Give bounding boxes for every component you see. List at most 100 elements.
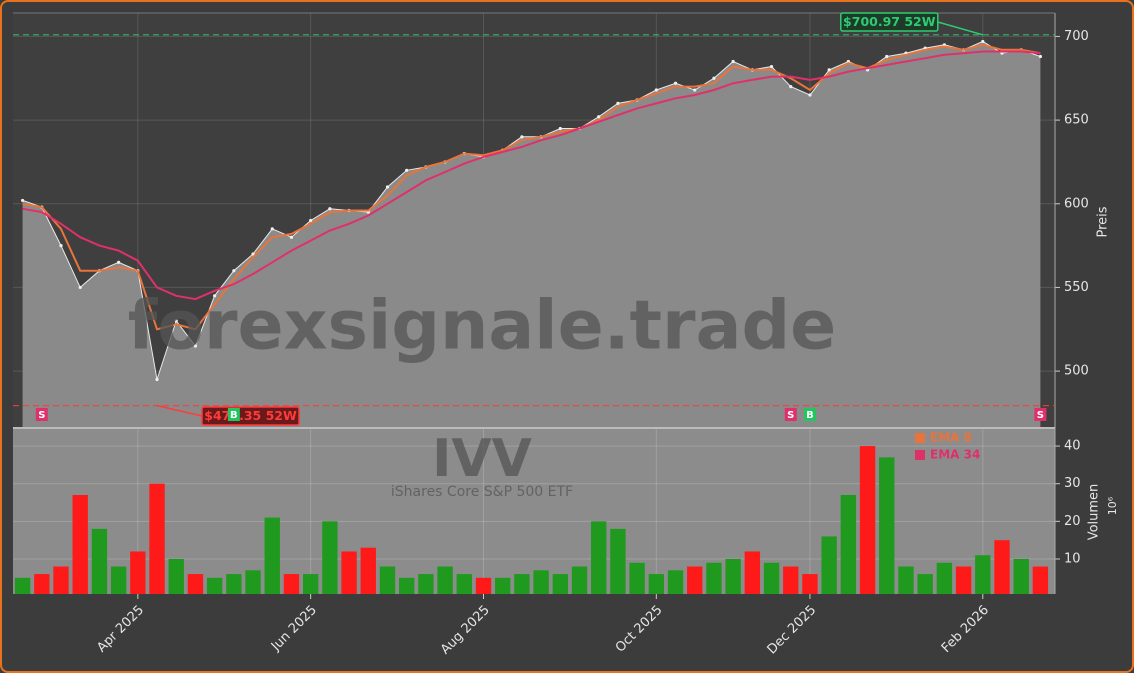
volume-bar <box>802 574 818 594</box>
volume-bar <box>533 570 549 594</box>
volume-bar <box>264 517 280 594</box>
volume-bar <box>379 566 396 594</box>
close-point <box>309 218 313 223</box>
annotation-arrow <box>937 21 983 36</box>
annotation-box <box>840 12 939 32</box>
volume-bar <box>629 562 645 594</box>
signal-marker <box>784 408 797 421</box>
volume-bar <box>322 521 338 594</box>
close-point <box>673 81 678 85</box>
close-point <box>654 88 658 92</box>
close-point <box>251 252 255 256</box>
volume-layer <box>14 446 1049 594</box>
volume-bar <box>975 555 991 594</box>
close-point <box>78 285 82 290</box>
annotation-layer: $700.97 52W $479.35 52W S B S B S EMA 8 EMA 34 <box>13 12 1055 462</box>
close-point <box>385 185 390 189</box>
price-area <box>22 41 1041 429</box>
close-point <box>597 115 601 119</box>
volume-bar <box>667 570 684 594</box>
volume-bar <box>859 446 876 594</box>
volume-bar <box>495 577 511 594</box>
close-point <box>117 260 121 264</box>
close-point <box>193 344 198 348</box>
volume-bar <box>206 577 223 594</box>
volume-bar <box>898 566 914 594</box>
legend-swatch <box>915 450 925 460</box>
close-point <box>289 235 294 239</box>
close-point <box>712 76 716 80</box>
volume-bar <box>1013 558 1029 594</box>
signal-marker <box>227 408 240 421</box>
volume-bar <box>187 574 204 594</box>
volume-bar <box>783 566 799 594</box>
y-tick-label: 600 <box>1064 196 1089 211</box>
volume-bar <box>91 528 108 594</box>
volume-bar <box>34 574 50 594</box>
volume-bar <box>398 577 415 594</box>
signal-marker <box>1034 408 1047 421</box>
close-point <box>1038 54 1042 59</box>
volume-axis-label: Volumen <box>1087 484 1102 541</box>
y-tick-label: 700 <box>1064 29 1089 44</box>
volume-tick-label: 30 <box>1064 476 1081 491</box>
volume-bar <box>456 574 472 594</box>
volume-bar <box>821 536 837 594</box>
annotation-box <box>201 406 300 426</box>
close-point <box>59 244 63 248</box>
close-point <box>731 59 735 64</box>
volume-bar <box>245 570 261 594</box>
volume-bar <box>552 574 568 594</box>
volume-bar <box>725 558 741 594</box>
volume-bar <box>687 566 703 594</box>
volume-bar <box>955 566 972 594</box>
close-point <box>981 39 985 44</box>
y-tick-label: 650 <box>1064 113 1089 128</box>
ticker-watermark: IVV <box>432 429 532 489</box>
close-point <box>693 88 697 92</box>
volume-bar <box>130 551 146 594</box>
close-point <box>328 207 332 211</box>
close-point <box>769 64 774 69</box>
volume-bar <box>168 558 184 594</box>
y-tick-label: 500 <box>1064 364 1089 379</box>
volume-bar <box>418 574 434 594</box>
x-tick-label: Feb 2026 <box>939 603 992 656</box>
close-point <box>616 101 620 105</box>
x-tick-label: Oct 2025 <box>613 603 666 656</box>
price-layer <box>21 39 1042 429</box>
volume-bar <box>302 574 319 594</box>
volume-bar <box>283 574 300 594</box>
signal-label: S <box>38 410 45 421</box>
volume-bar <box>610 528 626 594</box>
x-tick-label: Jun 2025 <box>268 603 320 655</box>
volume-bar <box>475 577 492 594</box>
signal-marker <box>35 408 48 421</box>
volume-tick-label: 20 <box>1064 514 1081 529</box>
volume-bar <box>14 577 31 594</box>
close-point <box>885 54 889 59</box>
volume-bar <box>879 457 895 594</box>
volume-bar <box>706 562 722 594</box>
volume-tick-label: 40 <box>1064 439 1081 454</box>
volume-bar <box>648 574 665 594</box>
close-point <box>213 294 217 298</box>
volume-bar <box>591 521 607 594</box>
signal-label: B <box>230 410 238 421</box>
close-point <box>846 59 850 64</box>
x-tick-label: Aug 2025 <box>438 603 493 658</box>
legend-label: EMA 34 <box>930 448 980 462</box>
volume-tick-label: 10 <box>1064 551 1081 566</box>
volume-bar <box>936 562 953 594</box>
volume-bar <box>53 566 69 594</box>
close-point <box>942 43 946 47</box>
y-axis-label: Preis <box>1096 206 1111 237</box>
legend-label: EMA 8 <box>930 431 972 445</box>
y-tick-label: 550 <box>1064 280 1089 295</box>
volume-bar <box>917 574 933 594</box>
ema-line <box>22 50 1041 301</box>
volume-bar <box>840 495 857 594</box>
x-tick-label: Dec 2025 <box>765 603 820 658</box>
signal-label: B <box>806 410 814 421</box>
close-point <box>232 269 236 273</box>
